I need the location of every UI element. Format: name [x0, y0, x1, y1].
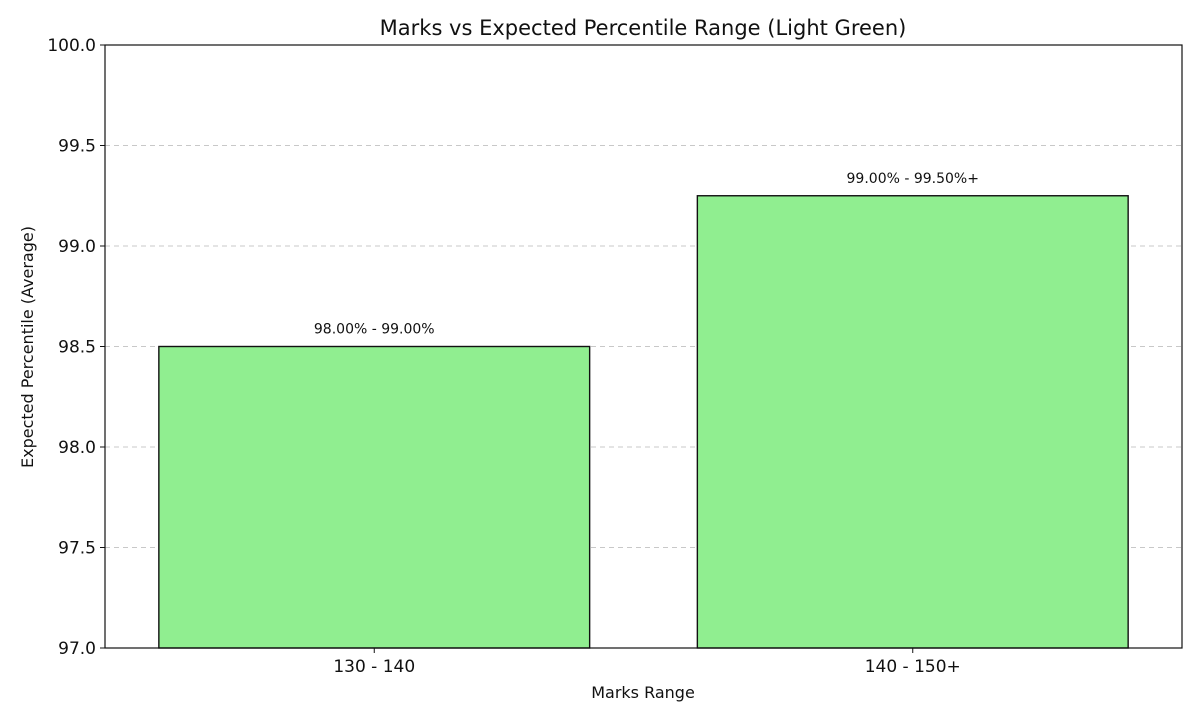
bar-data-label: 99.00% - 99.50%+: [847, 171, 979, 187]
y-tick-label: 97.0: [58, 639, 96, 659]
y-tick-label: 100.0: [47, 36, 96, 56]
x-tick-label: 140 - 150+: [865, 657, 961, 677]
bar: [158, 345, 591, 649]
data-labels: 98.00% - 99.00% 99.00% - 99.50%+: [314, 171, 979, 338]
bar-data-label: 98.00% - 99.00%: [314, 322, 435, 338]
x-axis-ticks: 130 - 140 140 - 150+: [333, 648, 961, 677]
bar: [696, 195, 1129, 649]
x-axis-label: Marks Range: [591, 683, 695, 702]
y-tick-label: 99.0: [58, 237, 96, 257]
y-axis-ticks: 97.0 97.5 98.0 98.5 99.0 99.5 100.0: [47, 36, 105, 659]
bars: [158, 195, 1129, 649]
y-tick-label: 98.5: [58, 338, 96, 358]
y-tick-label: 99.5: [58, 137, 96, 157]
y-axis-label: Expected Percentile (Average): [18, 226, 37, 468]
y-tick-label: 97.5: [58, 539, 96, 559]
y-tick-label: 98.0: [58, 438, 96, 458]
x-tick-label: 130 - 140: [333, 657, 415, 677]
chart-title: Marks vs Expected Percentile Range (Ligh…: [380, 16, 907, 40]
